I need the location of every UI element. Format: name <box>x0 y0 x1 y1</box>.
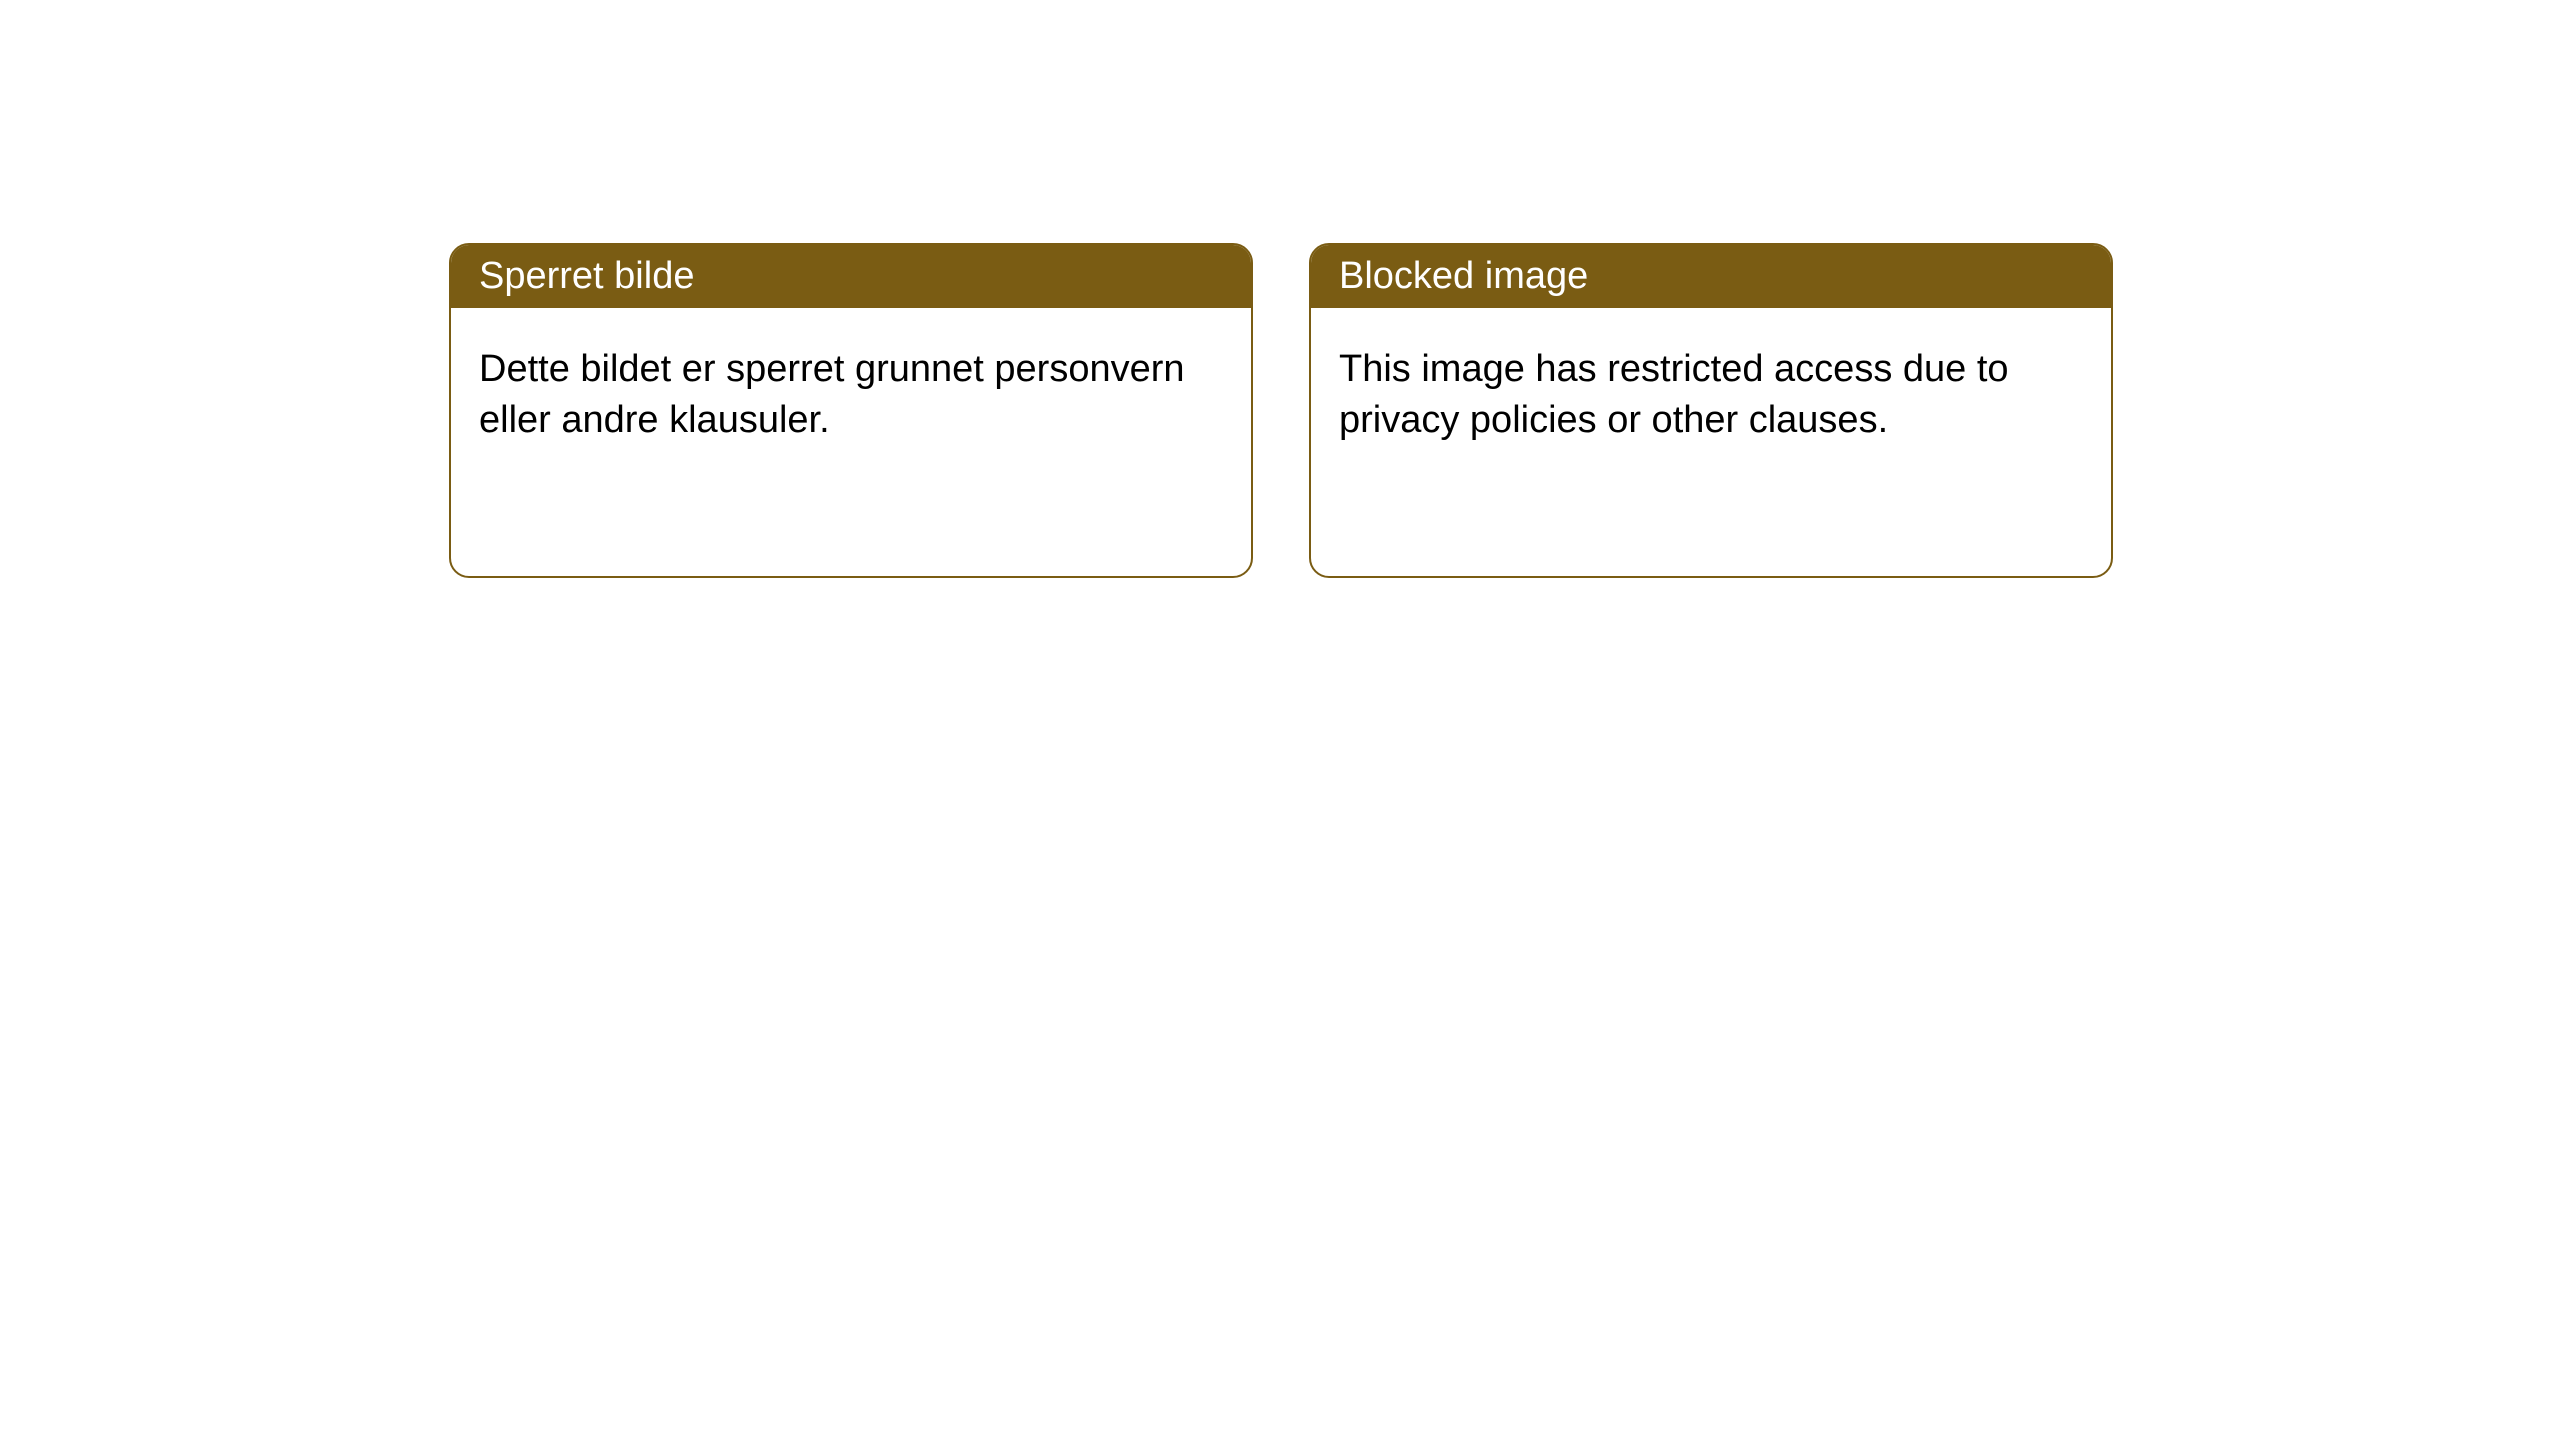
notice-body: This image has restricted access due to … <box>1311 308 2111 483</box>
notice-body-text: Dette bildet er sperret grunnet personve… <box>479 348 1185 441</box>
notice-header: Blocked image <box>1311 245 2111 308</box>
notice-card-english: Blocked image This image has restricted … <box>1309 243 2113 578</box>
notice-container: Sperret bilde Dette bildet er sperret gr… <box>449 243 2113 578</box>
notice-title: Blocked image <box>1339 255 1588 297</box>
notice-body: Dette bildet er sperret grunnet personve… <box>451 308 1251 483</box>
notice-card-norwegian: Sperret bilde Dette bildet er sperret gr… <box>449 243 1253 578</box>
notice-header: Sperret bilde <box>451 245 1251 308</box>
notice-body-text: This image has restricted access due to … <box>1339 348 2009 441</box>
notice-title: Sperret bilde <box>479 255 694 297</box>
